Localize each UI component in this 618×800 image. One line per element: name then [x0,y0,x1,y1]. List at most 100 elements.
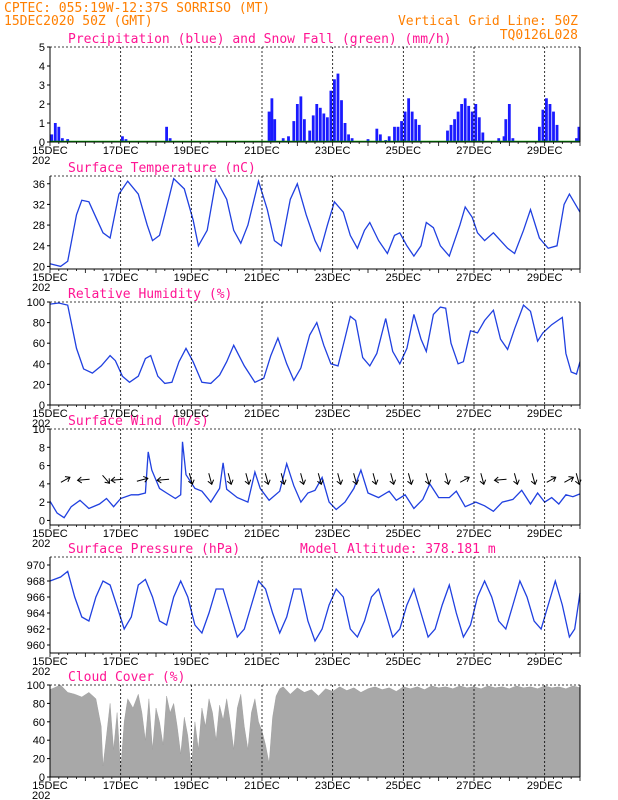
surface-temperature-line [49,177,581,268]
precip-bar [168,138,172,142]
precip-bar [325,117,329,142]
y-tick-label: 80 [33,318,45,330]
y-tick-label: 4 [39,479,45,491]
y-tick-label: 966 [27,592,45,604]
precip-bar [50,134,54,142]
wind-arrow [424,473,432,486]
precip-bar [315,104,319,142]
x-tick-label: 19DEC [174,656,210,668]
y-tick-label: 20 [33,754,45,766]
x-tick-label: 21DEC [244,272,280,284]
x-tick-label: 17DEC [103,656,139,668]
x-year-label: 202 [32,790,50,800]
precip-bar [165,126,168,142]
x-tick-label: 25DEC [386,408,422,420]
x-tick-label: 27DEC [456,528,492,540]
y-tick-label: 36 [33,179,45,191]
wind-arrow [407,473,414,486]
x-tick-label: 29DEC [527,656,563,668]
wind-arrow [389,473,397,486]
wind-arrow [479,473,487,486]
y-tick-label: 60 [33,717,45,729]
precip-bar [460,104,464,142]
precip-bar [410,111,414,142]
x-tick-label: 19DEC [174,408,210,420]
precip-bar [545,98,548,142]
y-tick-label: 100 [27,680,45,692]
x-tick-label: 15DEC [32,272,68,284]
wind-arrow [352,473,359,486]
wind-arrow [317,473,324,486]
x-tick-label: 25DEC [386,780,422,792]
panel-title: Precipitation (blue) and Snow Fall (gree… [68,32,452,47]
precip-bar [474,104,478,142]
x-tick-label: 25DEC [386,656,422,668]
precip-bar [350,138,354,142]
x-tick-label: 17DEC [103,145,139,157]
wind-arrow [444,473,451,486]
y-tick-label: 80 [33,698,45,710]
x-tick-label: 27DEC [456,408,492,420]
wind-arrow [336,473,344,486]
precip-bar [555,124,559,142]
precip-bar [470,111,474,142]
precip-bar [273,119,277,142]
x-tick-label: 29DEC [527,528,563,540]
x-tick-label: 29DEC [527,408,563,420]
precip-bar [456,111,460,142]
precip-bar [124,139,128,142]
panel-4: Surface Wind (m/s) 0 2 4 6 8 10 15DEC 17DEC 19DEC… [32,414,582,550]
x-tick-label: 17DEC [103,528,139,540]
x-tick-label: 15DEC [32,145,68,157]
precip-bar [481,132,485,142]
x-tick-label: 27DEC [456,272,492,284]
precip-bar [311,115,315,142]
panel-title: Surface Pressure (hPa) [68,542,240,557]
precip-bar [281,138,285,142]
x-year-label: 202 [32,666,50,678]
x-tick-label: 25DEC [386,528,422,540]
panel-2: Surface Temperature (nC) 20 24 28 32 36 15DEC 1… [32,161,581,294]
precip-bar [453,119,456,142]
x-tick-label: 15DEC [32,528,68,540]
y-tick-label: 970 [27,560,45,572]
y-tick-label: 0 [39,772,45,784]
wind-arrow [207,473,215,486]
wind-arrow [244,473,252,486]
x-tick-label: 29DEC [527,145,563,157]
precip-bar [497,138,501,142]
panel-subtitle: Model Altitude: 378.181 m [300,542,496,557]
precip-bar [477,117,481,142]
x-tick-label: 27DEC [456,780,492,792]
precip-bar [577,126,581,142]
wind-arrow [156,476,170,484]
precip-bar [60,138,64,142]
panel-1: Precipitation (blue) and Snow Fall (gree… [32,32,581,167]
panel-title: Relative Humidity (%) [68,287,232,302]
precip-bar [414,119,418,142]
wind-arrow [493,476,507,484]
header-model-code: TQ0126L028 [500,28,578,43]
precip-bar [366,139,370,142]
y-tick-label: 40 [33,735,45,747]
x-tick-label: 17DEC [103,780,139,792]
precip-bar [343,123,347,142]
y-tick-label: 2 [39,497,45,509]
x-tick-label: 29DEC [527,272,563,284]
x-tick-label: 21DEC [244,408,280,420]
precip-bar [537,126,541,142]
wind-arrow [299,473,306,486]
precip-bar [507,104,511,142]
header-date: 15DEC2020 50Z (GMT) [4,14,153,29]
x-tick-label: 21DEC [244,656,280,668]
y-tick-label: 8 [39,442,45,454]
x-tick-label: 23DEC [315,272,351,284]
precip-bar [333,79,336,142]
y-tick-label: 3 [39,80,45,92]
y-tick-label: 960 [27,640,45,652]
y-tick-label: 968 [27,576,45,588]
x-tick-label: 21DEC [244,780,280,792]
precip-bar [292,121,296,142]
precip-bar [502,136,506,142]
